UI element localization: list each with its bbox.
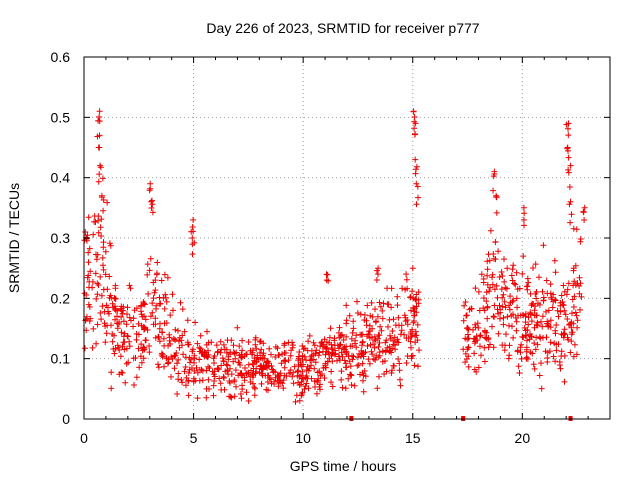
y-tick-label: 0.2 bbox=[51, 290, 71, 306]
x-tick-label: 15 bbox=[405, 430, 421, 446]
scatter-points bbox=[81, 108, 588, 405]
x-tick-label: 5 bbox=[190, 430, 198, 446]
y-axis-label: SRMTID / TECUs bbox=[6, 183, 22, 293]
axis-ticks bbox=[83, 56, 610, 420]
y-tick-label: 0.4 bbox=[51, 170, 71, 186]
y-tick-label: 0.3 bbox=[51, 230, 71, 246]
x-tick-labels: 0 5 10 15 20 bbox=[80, 430, 530, 446]
y-tick-label: 0.6 bbox=[51, 49, 71, 65]
x-tick-label: 0 bbox=[80, 430, 88, 446]
y-tick-label: 0.1 bbox=[51, 351, 71, 367]
y-tick-labels: 0 0.1 0.2 0.3 0.4 0.5 0.6 bbox=[51, 49, 71, 427]
x-tick-label: 10 bbox=[295, 430, 311, 446]
x-tick-label: 20 bbox=[515, 430, 531, 446]
y-tick-label: 0 bbox=[62, 411, 70, 427]
x-axis-label: GPS time / hours bbox=[290, 458, 397, 474]
chart-title: Day 226 of 2023, SRMTID for receiver p77… bbox=[206, 20, 479, 36]
y-tick-label: 0.5 bbox=[51, 109, 71, 125]
